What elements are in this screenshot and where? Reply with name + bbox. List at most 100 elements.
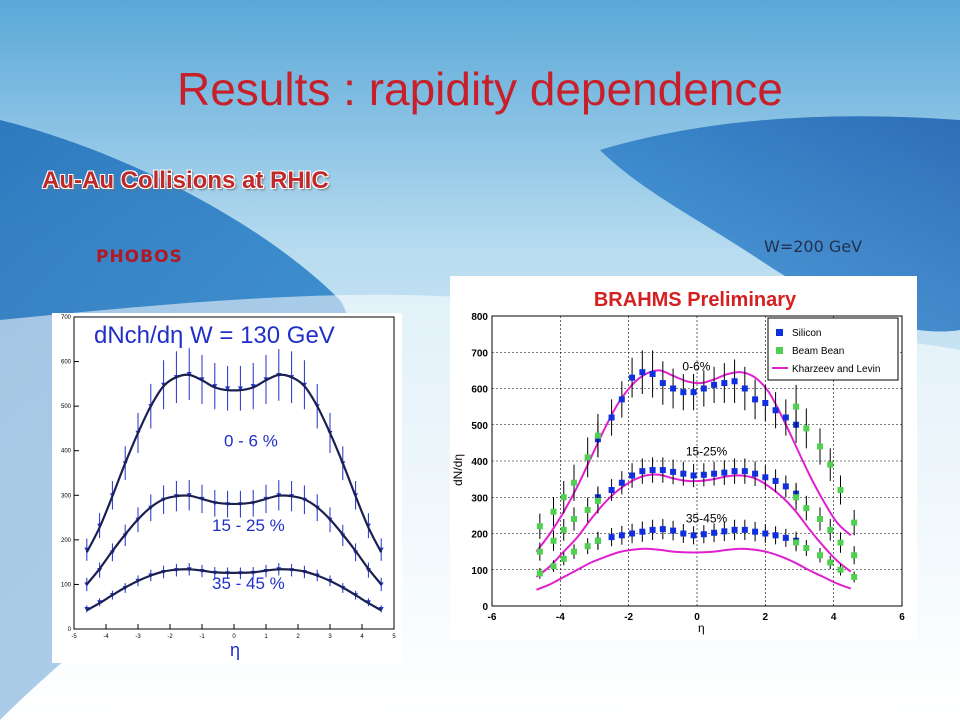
brahms-xlabel: η (698, 621, 705, 635)
phobos-y-tick-label: 300 (61, 493, 72, 499)
phobos-y-tick-label: 700 (61, 315, 72, 321)
brahms-data-point (608, 534, 615, 541)
brahms-data-point (670, 527, 677, 534)
slide-title: Results : rapidity dependence (176, 63, 784, 115)
phobos-x-tick-label: -2 (167, 634, 173, 640)
brahms-data-point (594, 497, 601, 504)
phobos-y-tick-label: 200 (61, 538, 72, 544)
brahms-data-point (803, 505, 810, 512)
brahms-data-point (827, 461, 834, 468)
brahms-data-point (721, 528, 728, 535)
phobos-label: PHOBOS (96, 247, 183, 267)
brahms-data-point (680, 530, 687, 537)
brahms-data-point (837, 539, 844, 546)
brahms-data-point (584, 506, 591, 513)
brahms-data-point (670, 385, 677, 392)
brahms-data-point (837, 487, 844, 493)
brahms-x-tick-label: -2 (624, 612, 633, 623)
brahms-data-point (762, 400, 769, 406)
phobos-annotation: 35 - 45 % (212, 574, 285, 593)
legend-silicon-marker (776, 329, 783, 336)
phobos-fit-curve (85, 494, 383, 586)
brahms-data-point (536, 548, 543, 555)
phobos-data-point (225, 386, 231, 391)
phobos-x-tick-label: -5 (71, 634, 77, 640)
energy-label: W=200 GeV (764, 237, 863, 256)
phobos-x-tick-label: -3 (135, 634, 141, 640)
phobos-fit-curve (86, 568, 382, 612)
brahms-data-point (731, 468, 738, 475)
brahms-data-point (618, 532, 625, 539)
brahms-annotation: 15-25% (686, 445, 728, 459)
phobos-x-tick-label: 3 (328, 634, 332, 640)
brahms-data-point (639, 468, 646, 475)
brahms-theory-curve (536, 547, 852, 591)
brahms-x-tick-label: -4 (556, 612, 565, 623)
brahms-data-point (731, 526, 738, 533)
brahms-y-tick-label: 0 (482, 602, 488, 613)
phobos-chart: 0 100 200 300 400 500 600 700 -5 -4 -3 -2 -1 0 1 2 3 4 5 0 … (52, 313, 402, 663)
brahms-data-point (817, 516, 823, 522)
brahms-data-point (837, 566, 844, 573)
brahms-data-point (670, 468, 677, 475)
brahms-data-point (690, 389, 697, 396)
brahms-data-point (851, 519, 858, 526)
brahms-data-point (571, 548, 577, 555)
brahms-chart: 0 100 200 300 400 500 600 700 800 -6 -4 -2 0 2 4 6 0-6% 1… (450, 276, 917, 640)
brahms-data-point (649, 371, 656, 377)
brahms-data-point (752, 396, 759, 403)
brahms-data-point (772, 532, 779, 539)
legend-kl-label: Kharzeev and Levin (792, 364, 880, 375)
brahms-x-tick-label: -6 (488, 612, 497, 623)
brahms-x-tick-label: 6 (899, 612, 905, 623)
brahms-y-tick-label: 200 (471, 530, 488, 541)
slide-subtitle: Au-Au Collisions at RHIC (42, 167, 329, 194)
brahms-data-point (536, 523, 543, 530)
brahms-data-point (741, 385, 748, 392)
brahms-y-tick-label: 800 (471, 312, 488, 323)
brahms-data-point (721, 469, 728, 476)
brahms-data-point (629, 530, 636, 537)
brahms-x-tick-label: 4 (831, 612, 837, 623)
phobos-y-tick-label: 500 (61, 404, 72, 410)
phobos-y-tick-label: 100 (61, 582, 72, 588)
brahms-data-point (793, 494, 800, 501)
brahms-x-tick-label: 2 (763, 612, 769, 623)
brahms-y-tick-label: 500 (471, 421, 488, 432)
phobos-x-tick-label: 5 (392, 634, 396, 640)
brahms-y-tick-label: 700 (471, 348, 488, 359)
brahms-data-point (571, 479, 577, 486)
phobos-x-tick-label: 4 (360, 634, 364, 640)
brahms-data-point (560, 526, 567, 533)
brahms-chart-title: BRAHMS Preliminary (594, 289, 797, 311)
brahms-data-point (659, 526, 666, 533)
legend-beambean-label: Beam Bean (792, 346, 844, 357)
brahms-data-point (680, 389, 687, 396)
brahms-data-point (752, 528, 759, 535)
phobos-x-tick-label: -4 (103, 634, 109, 640)
brahms-data-point (721, 380, 728, 387)
brahms-data-point (536, 570, 543, 577)
brahms-data-point (700, 385, 707, 392)
brahms-data-point (584, 454, 591, 461)
phobos-y-tick-label: 400 (61, 449, 72, 455)
phobos-x-tick-label: 1 (264, 634, 268, 640)
brahms-data-point (711, 381, 718, 388)
brahms-legend: Silicon Beam Bean Kharzeev and Levin (767, 317, 899, 381)
brahms-data-point (550, 563, 557, 570)
phobos-annotation: 15 - 25 % (212, 516, 285, 535)
legend-silicon-label: Silicon (792, 328, 821, 339)
brahms-data-point (851, 552, 858, 559)
brahms-y-tick-label: 600 (471, 385, 488, 396)
brahms-data-point (639, 528, 646, 535)
brahms-data-point (649, 467, 656, 474)
phobos-x-tick-label: 0 (232, 634, 236, 640)
brahms-x-tick-label: 0 (694, 612, 700, 623)
phobos-fit-curve (85, 373, 383, 553)
brahms-y-tick-label: 400 (471, 457, 488, 468)
brahms-data-point (803, 545, 810, 551)
brahms-annotation: 35-45% (686, 512, 728, 526)
phobos-data-point (237, 386, 243, 391)
brahms-data-point (608, 414, 615, 421)
brahms-data-point (639, 369, 646, 376)
